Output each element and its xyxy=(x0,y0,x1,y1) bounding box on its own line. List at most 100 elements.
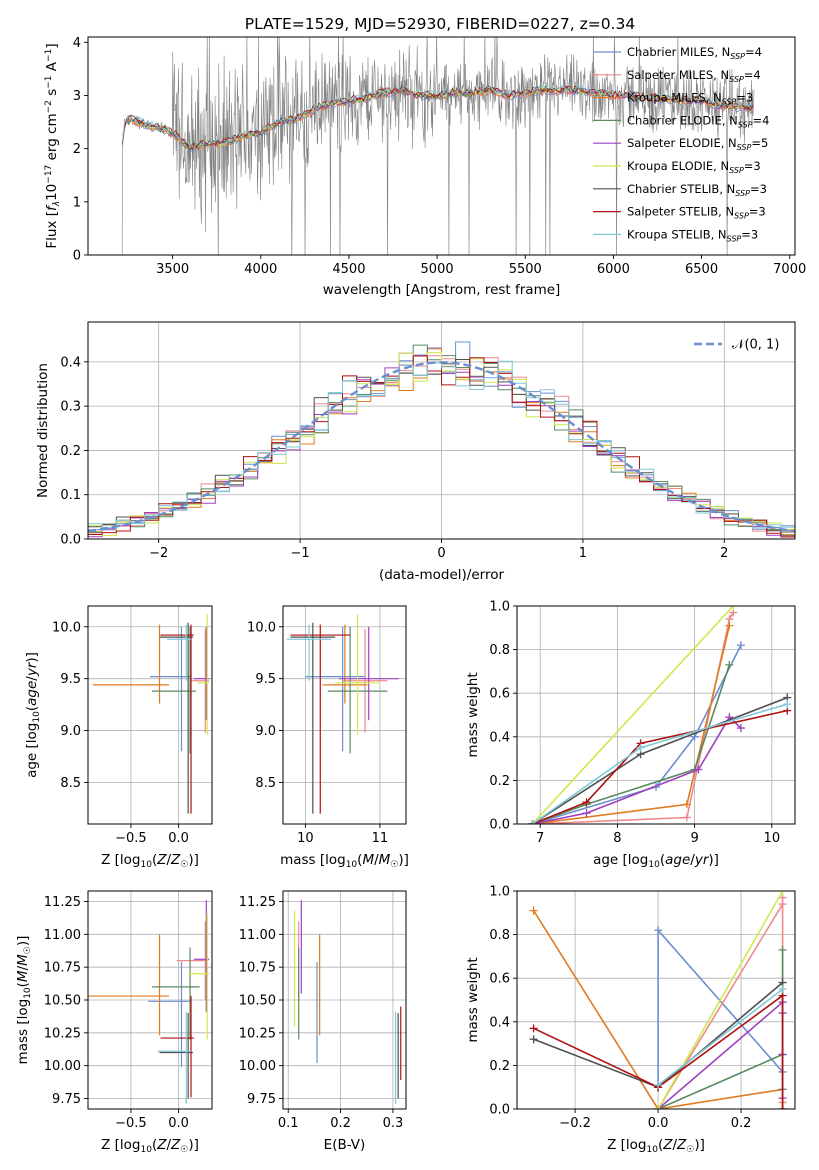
x-tick-label: 6500 xyxy=(685,262,718,277)
mass-vs-metallicity-panel: −0.5 0.0 9.75 10.00 10.25 10.50 10.75 11.00 11.2… xyxy=(15,890,213,1155)
x-tick-label: 1 xyxy=(579,546,587,561)
x-axis-label: E(B-V) xyxy=(324,1137,366,1153)
weight-point-marker xyxy=(654,1081,663,1090)
y-axis-label: mass weight xyxy=(465,672,481,757)
y-tick-label: 10.25 xyxy=(44,1026,81,1041)
weight-point-marker xyxy=(529,906,538,915)
weight-point-marker xyxy=(682,800,691,809)
x-axis-label: Z [log10(Z/Z☉)] xyxy=(607,1137,705,1155)
error-bar-1 xyxy=(150,626,192,752)
error-bar-4 xyxy=(151,947,200,1040)
weight-point-marker xyxy=(736,724,745,733)
age-vs-mass-plot-area xyxy=(286,614,399,814)
error-bar-5 xyxy=(193,626,210,721)
error-bar-3 xyxy=(92,624,170,704)
error-bar-2 xyxy=(176,921,209,1000)
y-tick-label: 10.50 xyxy=(44,994,81,1009)
y-tick-label: 1 xyxy=(73,195,81,210)
y-tick-label: 0.4 xyxy=(60,355,81,370)
y-tick-label: 9.75 xyxy=(247,1092,276,1107)
error-bar-9 xyxy=(286,624,332,681)
y-tick-label: 9.75 xyxy=(52,1092,81,1107)
legend-entry-9: Kroupa STELIB, NSSP=3 xyxy=(627,227,758,243)
legend-entry-3: Kroupa MILES, NSSP=3 xyxy=(627,91,753,107)
x-tick-label: −0.5 xyxy=(115,831,147,846)
x-tick-label: 0.0 xyxy=(168,831,189,846)
weight-series-1 xyxy=(528,641,745,824)
observed-spectrum-line xyxy=(121,37,755,255)
error-bar-2 xyxy=(342,628,388,733)
y-tick-label: 10.25 xyxy=(239,1026,276,1041)
weight-point-marker xyxy=(778,891,787,895)
y-tick-label: 11.25 xyxy=(239,895,276,910)
x-tick-label: 9 xyxy=(690,831,698,846)
weight-series-9 xyxy=(528,700,792,824)
weight-series-line xyxy=(657,949,784,1109)
x-tick-label: −2 xyxy=(149,546,168,561)
residual-histogram-8 xyxy=(88,355,795,539)
weight-series-line xyxy=(532,715,742,824)
y-tick-label: 0.2 xyxy=(489,1059,510,1074)
legend-entry-5: Salpeter ELODIE, NSSP=5 xyxy=(627,136,768,152)
x-tick-label: 7000 xyxy=(773,262,806,277)
spectrum-panel: 3500 4000 4500 5000 5500 6000 6500 7000 0 1 2 3 4 wav… xyxy=(44,36,806,298)
x-tick-label: 10 xyxy=(764,831,781,846)
weight-series-line xyxy=(532,709,788,824)
error-bar-1 xyxy=(305,626,365,752)
age-vs-metallicity-panel: −0.5 0.0 8.5 9.0 9.5 10.0 Z [log10(Z/Z☉)] age [… xyxy=(24,605,213,870)
mass-vs-ebv-panel: 0.1 0.2 0.3 9.75 10.00 10.25 10.50 10.75 11.00 11… xyxy=(239,890,407,1153)
x-tick-label: 4000 xyxy=(244,262,277,277)
legend-entry-1: Chabrier MILES, NSSP=4 xyxy=(627,45,762,61)
residuals-panel: −2 −1 0 1 2 0.0 0.1 0.2 0.3 0.4 (data-model)/error… xyxy=(35,321,796,583)
x-tick-label: 10 xyxy=(297,831,314,846)
y-tick-label: 1.0 xyxy=(489,600,510,615)
weight-series-8 xyxy=(528,706,792,824)
legend-entry-8: Salpeter STELIB, NSSP=3 xyxy=(627,205,766,221)
model-spectrum-line-9 xyxy=(122,84,753,149)
y-tick-label: 11.25 xyxy=(44,895,81,910)
y-tick-label: 0.0 xyxy=(60,533,81,548)
y-tick-label: 0.2 xyxy=(60,444,81,459)
error-bar-9 xyxy=(167,624,192,681)
weight-series-1 xyxy=(654,926,787,1092)
error-bar-5 xyxy=(193,900,210,1012)
y-tick-label: 10.0 xyxy=(52,620,81,635)
age-vs-mass-panel: 10 11 8.5 9.0 9.5 10.0 mass [log10(M/M☉)] xyxy=(247,605,409,870)
weight-series-3 xyxy=(528,621,734,824)
x-tick-label: 0.3 xyxy=(383,1116,404,1131)
x-axis-label: mass [log10(M/M☉)] xyxy=(280,852,409,870)
x-tick-label: 0 xyxy=(437,546,445,561)
error-bar-5 xyxy=(338,626,399,721)
y-tick-label: 10.00 xyxy=(44,1059,81,1074)
y-tick-label: 10.75 xyxy=(44,961,81,976)
y-tick-label: 8.5 xyxy=(60,776,81,791)
x-axis-label: (data-model)/error xyxy=(379,567,505,583)
x-tick-label: −0.2 xyxy=(559,1116,591,1131)
y-tick-label: 0.6 xyxy=(489,687,510,702)
error-bar-6 xyxy=(197,614,210,735)
weight-series-line xyxy=(531,606,734,824)
y-tick-label: 2 xyxy=(73,142,81,157)
error-bar-7 xyxy=(159,1013,193,1099)
y-tick-label: 10.75 xyxy=(239,961,276,976)
spectrum-legend: Chabrier MILES, NSSP=4 Salpeter MILES, NS… xyxy=(593,45,769,243)
y-tick-label: 0.4 xyxy=(489,730,510,745)
x-tick-label: 0.2 xyxy=(330,1116,351,1131)
weight-series-4 xyxy=(528,660,734,824)
y-tick-label: 8.5 xyxy=(255,776,276,791)
y-tick-label: 11.00 xyxy=(44,928,81,943)
weight-point-marker xyxy=(725,621,734,630)
y-tick-label: 0.0 xyxy=(489,1103,510,1118)
error-bar-7 xyxy=(159,622,193,814)
weight-point-marker xyxy=(654,926,663,935)
weight-point-marker xyxy=(694,765,703,774)
y-tick-label: 0.1 xyxy=(60,488,81,503)
weight-point-marker xyxy=(682,813,691,822)
y-axis-label: mass [log10(M/M☉)] xyxy=(15,936,33,1065)
x-tick-label: −0.5 xyxy=(115,1116,147,1131)
weight-series-5 xyxy=(654,998,787,1109)
y-tick-label: 10.00 xyxy=(239,1059,276,1074)
y-tick-label: 0.6 xyxy=(489,972,510,987)
y-tick-label: 0.0 xyxy=(489,818,510,833)
spectrum-plot-area xyxy=(121,37,755,255)
